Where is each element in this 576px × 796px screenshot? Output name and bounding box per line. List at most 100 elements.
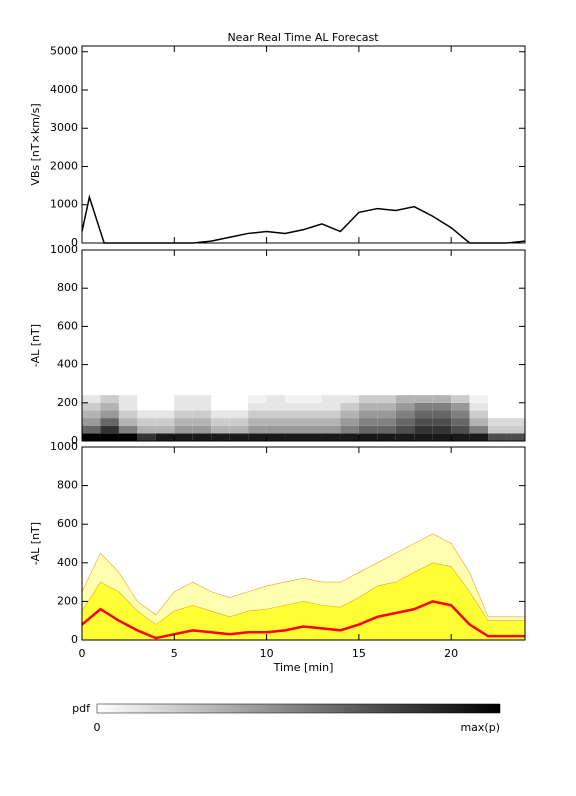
heatmap-cell (321, 425, 341, 434)
heatmap-cell (174, 395, 193, 403)
heatmap-cell (174, 402, 193, 411)
heatmap-cell (321, 410, 341, 419)
heatmap-cell (155, 402, 175, 411)
heatmap-cell (303, 425, 322, 434)
heatmap-cell (82, 410, 101, 419)
heatmap-cell (321, 418, 341, 426)
heatmap-cell (377, 418, 396, 426)
heatmap-cell (451, 433, 470, 441)
heatmap-cell (340, 433, 359, 441)
x-tick-label: 5 (171, 647, 178, 660)
heatmap-cell (488, 433, 507, 441)
heatmap-cell (137, 395, 156, 403)
heatmap-cell (395, 418, 415, 426)
heatmap-cell (303, 433, 322, 441)
heatmap-cell (340, 410, 359, 419)
x-tick-label: 15 (352, 647, 366, 660)
heatmap-cell (395, 410, 415, 419)
heatmap-cell (506, 433, 525, 441)
heatmap-cell (432, 433, 452, 441)
heatmap-cell (469, 418, 489, 426)
heatmap-cell (155, 418, 175, 426)
heatmap-cell (248, 402, 267, 411)
heatmap-cell (488, 395, 507, 403)
heatmap-cell (192, 433, 212, 441)
heatmap-cell (248, 433, 267, 441)
heatmap-cell (414, 433, 433, 441)
heatmap-cell (377, 402, 396, 411)
heatmap-cell (395, 433, 415, 441)
y-tick-label: 0 (71, 236, 78, 249)
heatmap-cell (118, 425, 138, 434)
heatmap-cell (266, 410, 286, 419)
heatmap-cell (321, 395, 341, 403)
y-tick-label: 4000 (50, 83, 78, 96)
heatmap-cell (469, 402, 489, 411)
heatmap-cell (488, 418, 507, 426)
heatmap-cell (303, 402, 322, 411)
heatmap-cell (137, 410, 156, 419)
heatmap-cell (340, 395, 359, 403)
heatmap-cell (118, 402, 138, 411)
heatmap-cell (155, 410, 175, 419)
heatmap-cell (469, 395, 489, 403)
heatmap-cell (303, 395, 322, 403)
x-axis-label: Time [min] (273, 661, 334, 674)
heatmap-cell (358, 395, 378, 403)
heatmap-cell (340, 402, 359, 411)
heatmap-cell (285, 402, 304, 411)
heatmap-cell (100, 402, 119, 411)
heatmap-cell (211, 402, 230, 411)
heatmap-cell (377, 433, 396, 441)
y-tick-label: 1000 (50, 243, 78, 256)
heatmap-cell (229, 395, 249, 403)
heatmap-cell (432, 410, 452, 419)
heatmap-cell (118, 395, 138, 403)
heatmap-cell (340, 425, 359, 434)
heatmap-cell (414, 418, 433, 426)
heatmap-cell (321, 433, 341, 441)
heatmap-cell (395, 395, 415, 403)
heatmap-cell (414, 425, 433, 434)
heatmap-cell (321, 402, 341, 411)
x-tick-label: 10 (260, 647, 274, 660)
heatmap-cell (506, 425, 525, 434)
heatmap-cell (358, 418, 378, 426)
y-tick-label: 1000 (50, 440, 78, 453)
y-axis-label: -AL [nT] (29, 324, 42, 367)
heatmap-cell (506, 402, 525, 411)
heatmap-cell (118, 418, 138, 426)
y-tick-label: 800 (57, 479, 78, 492)
heatmap-cell (451, 410, 470, 419)
band-area (81, 562, 526, 641)
heatmap-cell (469, 410, 489, 419)
y-axis-label: -AL [nT] (29, 522, 42, 565)
heatmap-cell (118, 433, 138, 441)
heatmap-cell (229, 425, 249, 434)
heatmap-cell (377, 410, 396, 419)
heatmap-cell (303, 410, 322, 419)
y-tick-label: 600 (57, 319, 78, 332)
heatmap-cell (192, 425, 212, 434)
heatmap-cell (266, 418, 286, 426)
y-tick-label: 600 (57, 517, 78, 530)
heatmap-cell (395, 425, 415, 434)
heatmap-cell (192, 395, 212, 403)
heatmap-cell (488, 410, 507, 419)
heatmap-cell (174, 410, 193, 419)
heatmap-cell (377, 395, 396, 403)
y-tick-label: 800 (57, 281, 78, 294)
heatmap-cell (211, 425, 230, 434)
plot-frame (81, 249, 526, 442)
plot-frame (81, 45, 526, 244)
colorbar-max: max(p) (460, 721, 500, 734)
colorbar-label: pdf (72, 702, 91, 715)
heatmap-cell (451, 402, 470, 411)
heatmap-cell (248, 410, 267, 419)
median-line (81, 600, 525, 640)
x-tick-label: 20 (444, 647, 458, 660)
heatmap-cell (137, 425, 156, 434)
y-tick-label: 5000 (50, 45, 78, 58)
heatmap-cell (432, 418, 452, 426)
heatmap-cell (211, 410, 230, 419)
